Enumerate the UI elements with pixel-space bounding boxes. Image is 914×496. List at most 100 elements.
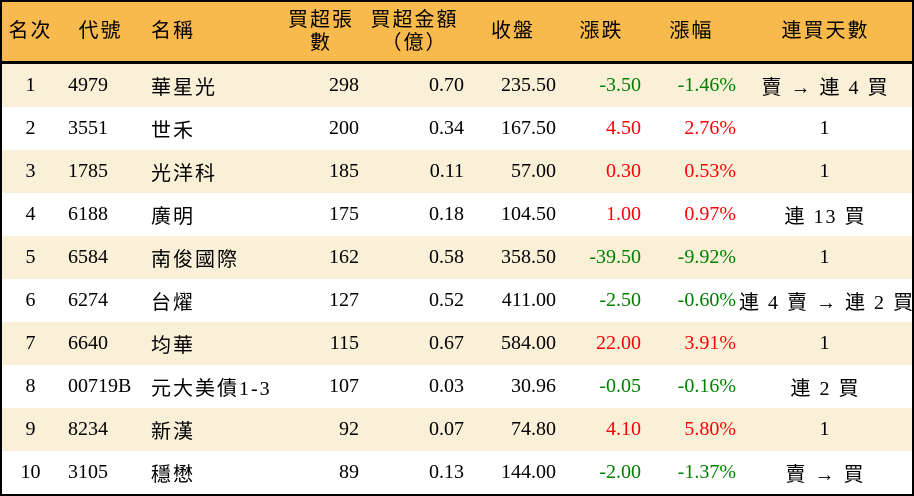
- streak-cell: 1: [739, 408, 912, 451]
- table-header: 名次 代號 名稱 買超張數 買超金額 （億） 收盤 漲跌 漲幅 連買天數: [2, 2, 912, 63]
- change-pct-cell: -0.16%: [644, 365, 739, 408]
- amount-cell: 0.13: [362, 451, 467, 494]
- close-cell: 584.00: [467, 322, 559, 365]
- close-cell: 30.96: [467, 365, 559, 408]
- change-pct-cell: -1.37%: [644, 451, 739, 494]
- rank-cell: 8: [2, 365, 59, 408]
- name-cell: 世禾: [142, 107, 280, 150]
- change-pct-cell: 0.53%: [644, 150, 739, 193]
- change-pct-cell: 2.76%: [644, 107, 739, 150]
- table-row: 7 6640 均華 115 0.67 584.00 22.00 3.91% 1: [2, 322, 912, 365]
- amount-cell: 0.70: [362, 62, 467, 107]
- volume-cell: 89: [280, 451, 362, 494]
- header-label: 名次: [8, 20, 53, 42]
- change-pct-cell: -9.92%: [644, 236, 739, 279]
- change-pct-cell: -0.60%: [644, 279, 739, 322]
- column-header-close: 收盤: [467, 2, 559, 63]
- change-cell: -2.50: [559, 279, 644, 322]
- amount-cell: 0.52: [362, 279, 467, 322]
- table-row: 3 1785 光洋科 185 0.11 57.00 0.30 0.53% 1: [2, 150, 912, 193]
- code-cell: 8234: [59, 408, 142, 451]
- code-cell: 6640: [59, 322, 142, 365]
- change-cell: 1.00: [559, 193, 644, 236]
- column-header-change: 漲跌: [559, 2, 644, 63]
- rank-cell: 4: [2, 193, 59, 236]
- volume-cell: 162: [280, 236, 362, 279]
- close-cell: 411.00: [467, 279, 559, 322]
- streak-cell: 連 13 買: [739, 193, 912, 236]
- name-cell: 南俊國際: [142, 236, 280, 279]
- column-header-code: 代號: [59, 2, 142, 63]
- column-header-rank: 名次: [2, 2, 59, 63]
- streak-cell: 1: [739, 322, 912, 365]
- table-row: 6 6274 台燿 127 0.52 411.00 -2.50 -0.60% 連 4 賣 → 連…: [2, 279, 912, 322]
- name-cell: 元大美債1-3: [142, 365, 280, 408]
- code-cell: 6274: [59, 279, 142, 322]
- name-cell: 廣明: [142, 193, 280, 236]
- column-header-amount: 買超金額 （億）: [362, 2, 467, 63]
- rank-cell: 5: [2, 236, 59, 279]
- streak-cell: 連 2 買: [739, 365, 912, 408]
- code-cell: 1785: [59, 150, 142, 193]
- code-cell: 6188: [59, 193, 142, 236]
- streak-cell: 賣 → 買: [739, 451, 912, 494]
- volume-cell: 200: [280, 107, 362, 150]
- name-cell: 新漢: [142, 408, 280, 451]
- close-cell: 57.00: [467, 150, 559, 193]
- volume-cell: 107: [280, 365, 362, 408]
- close-cell: 144.00: [467, 451, 559, 494]
- volume-cell: 175: [280, 193, 362, 236]
- change-cell: -0.05: [559, 365, 644, 408]
- table-body: 1 4979 華星光 298 0.70 235.50 -3.50 -1.46% 賣 → 連 4 …: [2, 62, 912, 494]
- close-cell: 167.50: [467, 107, 559, 150]
- table-row: 5 6584 南俊國際 162 0.58 358.50 -39.50 -9.92% 1: [2, 236, 912, 279]
- change-pct-cell: -1.46%: [644, 62, 739, 107]
- change-pct-cell: 3.91%: [644, 322, 739, 365]
- code-cell: 4979: [59, 62, 142, 107]
- header-sublabel: （億）: [381, 31, 448, 54]
- change-pct-cell: 0.97%: [644, 193, 739, 236]
- name-cell: 台燿: [142, 279, 280, 322]
- column-header-volume: 買超張數: [280, 2, 362, 63]
- table-row: 2 3551 世禾 200 0.34 167.50 4.50 2.76% 1: [2, 107, 912, 150]
- change-cell: 0.30: [559, 150, 644, 193]
- name-cell: 均華: [142, 322, 280, 365]
- code-cell: 00719B: [59, 365, 142, 408]
- streak-cell: 1: [739, 150, 912, 193]
- amount-cell: 0.03: [362, 365, 467, 408]
- amount-cell: 0.58: [362, 236, 467, 279]
- name-cell: 穩懋: [142, 451, 280, 494]
- header-label: 代號: [78, 20, 123, 42]
- volume-cell: 127: [280, 279, 362, 322]
- change-cell: -2.00: [559, 451, 644, 494]
- volume-cell: 115: [280, 322, 362, 365]
- close-cell: 104.50: [467, 193, 559, 236]
- amount-cell: 0.18: [362, 193, 467, 236]
- close-cell: 358.50: [467, 236, 559, 279]
- header-label: 連買天數: [781, 20, 870, 42]
- rank-cell: 7: [2, 322, 59, 365]
- amount-cell: 0.34: [362, 107, 467, 150]
- change-cell: 4.10: [559, 408, 644, 451]
- amount-cell: 0.67: [362, 322, 467, 365]
- volume-cell: 298: [280, 62, 362, 107]
- close-cell: 235.50: [467, 62, 559, 107]
- streak-cell: 賣 → 連 4 買: [739, 62, 912, 107]
- rank-cell: 1: [2, 62, 59, 107]
- change-cell: 22.00: [559, 322, 644, 365]
- rank-cell: 3: [2, 150, 59, 193]
- name-cell: 光洋科: [142, 150, 280, 193]
- change-cell: -39.50: [559, 236, 644, 279]
- code-cell: 3551: [59, 107, 142, 150]
- rank-cell: 6: [2, 279, 59, 322]
- table-row: 9 8234 新漢 92 0.07 74.80 4.10 5.80% 1: [2, 408, 912, 451]
- change-pct-cell: 5.80%: [644, 408, 739, 451]
- rank-cell: 10: [2, 451, 59, 494]
- amount-cell: 0.07: [362, 408, 467, 451]
- table-row: 4 6188 廣明 175 0.18 104.50 1.00 0.97% 連 13 買: [2, 193, 912, 236]
- code-cell: 6584: [59, 236, 142, 279]
- rank-cell: 2: [2, 107, 59, 150]
- column-header-name: 名稱: [142, 2, 280, 63]
- change-cell: -3.50: [559, 62, 644, 107]
